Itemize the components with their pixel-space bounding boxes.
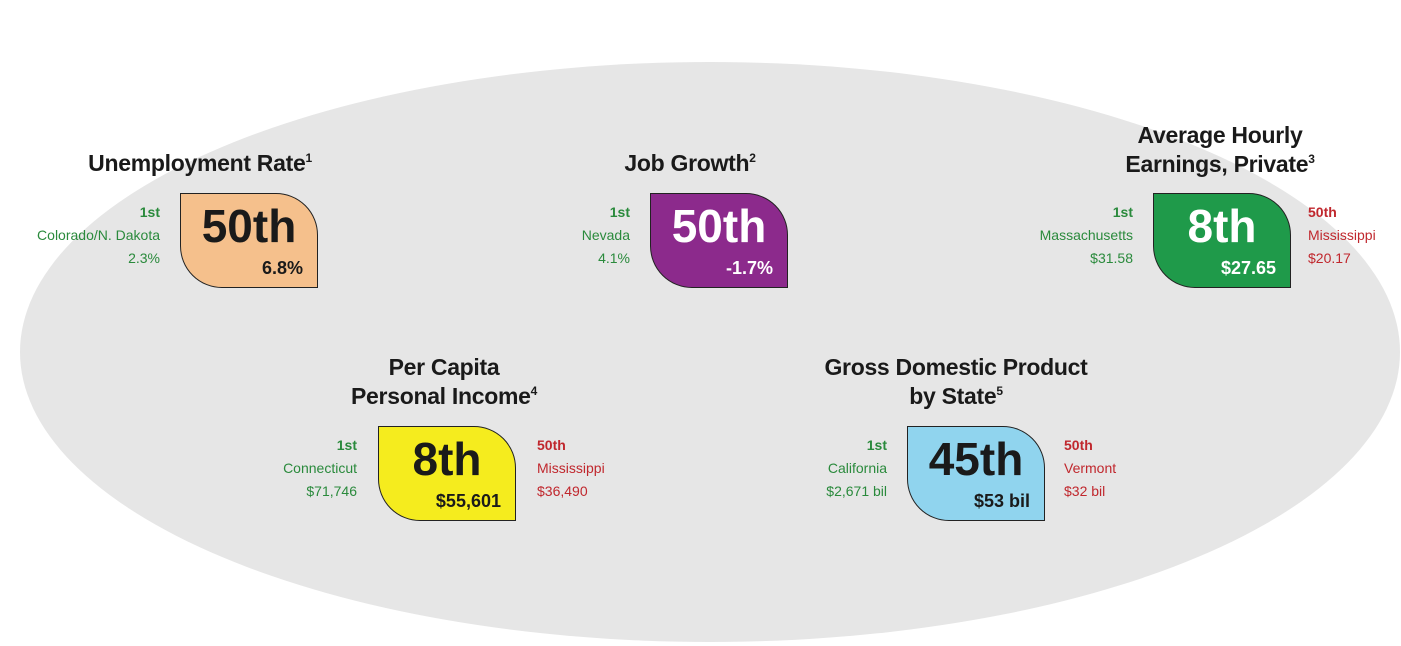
title-text: Unemployment Rate — [88, 150, 306, 176]
title-line: Earnings, Private3 — [1040, 150, 1400, 179]
metric-title: Job Growth2 — [510, 149, 870, 178]
worst-value: $36,490 — [537, 483, 588, 499]
best-name: Connecticut — [283, 460, 357, 476]
title-line: Job Growth2 — [510, 149, 870, 178]
best-name: California — [827, 460, 887, 476]
metric-title: Unemployment Rate1 — [20, 149, 380, 178]
footnote: 2 — [749, 151, 756, 165]
metric-title: Average Hourly Earnings, Private3 — [1040, 121, 1400, 179]
title-line: Gross Domestic Product — [776, 353, 1136, 382]
worst-state: 50th Mississippi $20.17 — [1308, 201, 1376, 270]
title-text: Gross Domestic Product — [824, 354, 1088, 380]
badge: 50th -1.7% — [650, 193, 788, 288]
worst-rank: 50th — [537, 437, 566, 453]
rank: 50th — [671, 200, 767, 252]
best-value: $2,671 bil — [826, 483, 887, 499]
title-text: by State — [909, 383, 997, 409]
rank: 8th — [412, 433, 482, 485]
best-rank: 1st — [609, 204, 630, 220]
best-rank: 1st — [1112, 204, 1133, 220]
best-rank: 1st — [139, 204, 160, 220]
badge: 8th $55,601 — [378, 426, 516, 521]
rank: 45th — [928, 433, 1024, 485]
best-rank: 1st — [336, 437, 357, 453]
background-ellipse — [20, 62, 1400, 642]
title-line: Personal Income4 — [264, 382, 624, 411]
title-line: Average Hourly — [1040, 121, 1400, 150]
best-value: 4.1% — [598, 250, 630, 266]
worst-name: Vermont — [1064, 460, 1117, 476]
best-value: $31.58 — [1090, 250, 1133, 266]
title-text: Personal Income — [351, 383, 531, 409]
title-line: by State5 — [776, 382, 1136, 411]
title-text: Earnings, Private — [1125, 151, 1309, 177]
value: $55,601 — [435, 491, 501, 511]
metric-title: Per Capita Personal Income4 — [264, 353, 624, 411]
footnote: 4 — [530, 384, 538, 398]
footnote: 5 — [996, 384, 1003, 398]
badge: 8th $27.65 — [1153, 193, 1291, 288]
rank: 50th — [201, 200, 297, 252]
badge: 45th $53 bil — [907, 426, 1045, 521]
value: 6.8% — [261, 258, 303, 278]
title-text: Per Capita — [388, 354, 500, 380]
worst-value: $20.17 — [1308, 250, 1351, 266]
best-name: Colorado/N. Dakota — [37, 227, 160, 243]
worst-rank: 50th — [1308, 204, 1337, 220]
worst-name: Mississippi — [1308, 227, 1376, 243]
footnote: 3 — [1308, 152, 1315, 166]
best-state: 1st Nevada 4.1% — [582, 201, 630, 270]
metric-title: Gross Domestic Product by State5 — [776, 353, 1136, 411]
best-rank: 1st — [866, 437, 887, 453]
title-text: Job Growth — [624, 150, 750, 176]
worst-value: $32 bil — [1064, 483, 1106, 499]
value: -1.7% — [725, 258, 773, 278]
best-value: 2.3% — [128, 250, 160, 266]
rank: 8th — [1187, 200, 1257, 252]
title-line: Unemployment Rate1 — [20, 149, 380, 178]
footnote: 1 — [305, 151, 312, 165]
best-state: 1st Connecticut $71,746 — [283, 434, 357, 503]
best-name: Nevada — [581, 227, 630, 243]
worst-name: Mississippi — [537, 460, 605, 476]
title-line: Per Capita — [264, 353, 624, 382]
badge: 50th 6.8% — [180, 193, 318, 288]
value: $53 bil — [973, 491, 1030, 511]
worst-rank: 50th — [1064, 437, 1093, 453]
best-state: 1st Massachusetts $31.58 — [1040, 201, 1133, 270]
value: $27.65 — [1220, 258, 1276, 278]
best-state: 1st Colorado/N. Dakota 2.3% — [37, 201, 160, 270]
best-state: 1st California $2,671 bil — [826, 434, 887, 503]
best-value: $71,746 — [306, 483, 357, 499]
worst-state: 50th Mississippi $36,490 — [537, 434, 605, 503]
worst-state: 50th Vermont $32 bil — [1064, 434, 1116, 503]
best-name: Massachusetts — [1039, 227, 1133, 243]
title-text: Average Hourly — [1137, 122, 1303, 148]
